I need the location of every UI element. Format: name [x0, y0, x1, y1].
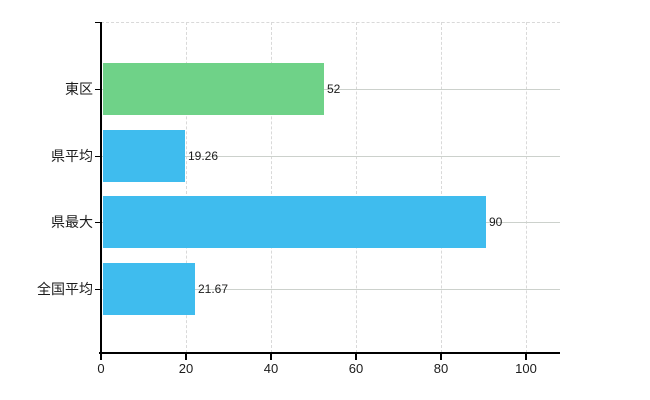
x-tick-label: 100	[515, 361, 537, 376]
x-gridline	[356, 22, 357, 353]
category-label: 県最大	[51, 214, 93, 230]
x-axis-tick	[355, 354, 357, 360]
bar-value-label: 19.26	[188, 149, 219, 163]
bar	[103, 263, 195, 315]
x-tick-label: 40	[263, 361, 279, 376]
bar-value-label: 90	[489, 215, 503, 229]
category-label: 全国平均	[37, 281, 93, 297]
y-axis-tick	[95, 89, 101, 90]
y-axis-tick	[95, 222, 101, 223]
x-tick-label: 0	[97, 361, 105, 376]
x-axis-tick	[185, 354, 187, 360]
x-axis-tick	[270, 354, 272, 360]
x-tick-label: 20	[178, 361, 194, 376]
x-tick-label: 80	[433, 361, 449, 376]
x-axis-tick	[525, 354, 527, 360]
category-label: 県平均	[51, 148, 93, 164]
x-tick-label: 60	[348, 361, 364, 376]
x-gridline	[271, 22, 272, 353]
x-axis-tick	[440, 354, 442, 360]
plot-top-gridline	[101, 22, 560, 23]
x-axis-line	[99, 352, 560, 354]
x-axis-tick	[100, 354, 102, 360]
category-gridline	[101, 89, 560, 90]
category-label: 東区	[65, 81, 93, 97]
x-gridline	[526, 22, 527, 353]
x-gridline	[186, 22, 187, 353]
y-axis-tick	[95, 289, 101, 290]
category-gridline	[101, 156, 560, 157]
x-gridline	[441, 22, 442, 353]
bar	[103, 196, 486, 248]
bar-value-label: 52	[327, 82, 341, 96]
y-axis-end-tick	[95, 22, 101, 23]
bar	[103, 63, 324, 115]
y-axis-line	[100, 22, 102, 354]
bar	[103, 130, 185, 182]
bar-value-label: 21.67	[198, 282, 229, 296]
category-gridline	[101, 289, 560, 290]
y-axis-tick	[95, 156, 101, 157]
